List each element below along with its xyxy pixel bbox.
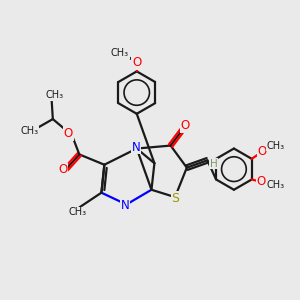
Text: N: N <box>132 141 140 154</box>
Text: CH₃: CH₃ <box>20 126 38 136</box>
Text: O: O <box>58 163 67 176</box>
Text: CH₃: CH₃ <box>111 48 129 58</box>
Text: CH₃: CH₃ <box>267 180 285 190</box>
Text: O: O <box>132 56 141 69</box>
Text: S: S <box>172 192 180 205</box>
Text: CH₃: CH₃ <box>69 207 87 217</box>
Text: O: O <box>181 119 190 132</box>
Text: CH₃: CH₃ <box>267 141 285 151</box>
Text: N: N <box>121 199 129 212</box>
Text: O: O <box>257 145 267 158</box>
Text: H: H <box>210 159 218 169</box>
Text: CH₃: CH₃ <box>45 90 63 100</box>
Text: O: O <box>64 127 73 140</box>
Text: O: O <box>257 175 266 188</box>
